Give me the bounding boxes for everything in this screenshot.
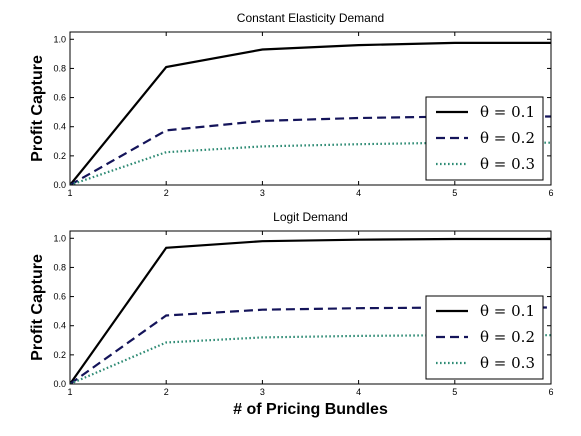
plot-frame	[69, 31, 552, 186]
x-tick-label: 4	[356, 188, 361, 198]
x-tick-label: 3	[260, 387, 265, 397]
series-line-2	[70, 115, 551, 185]
series-line-3	[70, 141, 551, 185]
x-tick-label: 5	[452, 387, 457, 397]
y-tick-label: 1.0	[53, 34, 66, 44]
x-axis-label: # of Pricing Bundles	[233, 401, 388, 418]
x-tick-label: 1	[67, 387, 72, 397]
legend-label-3: θ = 0.3	[480, 155, 535, 173]
series-line-1	[70, 237, 551, 384]
x-tick-label: 1	[67, 188, 72, 198]
legend-label-1: θ = 0.1	[480, 103, 535, 121]
legend-label-1: θ = 0.1	[480, 302, 535, 320]
x-tick-label: 2	[164, 387, 169, 397]
chart-panel-1: Constant Elasticity Demand Profit Capture…	[29, 11, 554, 198]
y-tick-label: 0.8	[53, 63, 66, 73]
legend-box	[425, 295, 544, 380]
y-tick-label: 0.6	[53, 292, 66, 302]
chart-panel-2: Logit Demand Profit Capture # of Pricing B…	[29, 210, 554, 418]
y-axis-label: Profit Capture	[29, 254, 46, 361]
legend-box	[425, 96, 544, 181]
chart-title: Constant Elasticity Demand	[237, 11, 384, 25]
legend-label-3: θ = 0.3	[480, 354, 535, 372]
x-tick-label: 4	[356, 387, 361, 397]
x-tick-label: 3	[260, 188, 265, 198]
legend-label-2: θ = 0.2	[480, 129, 535, 147]
y-tick-label: 0.8	[53, 262, 66, 272]
chart-title: Logit Demand	[273, 210, 348, 224]
y-tick-label: 0.6	[53, 93, 66, 103]
x-tick-label: 5	[452, 188, 457, 198]
y-tick-label: 0.4	[53, 122, 66, 132]
y-tick-label: 0.0	[53, 180, 66, 190]
y-axis-label: Profit Capture	[29, 55, 46, 162]
x-tick-label: 2	[164, 188, 169, 198]
legend: θ = 0.1 θ = 0.2 θ = 0.3	[425, 295, 544, 380]
plot-frame	[69, 230, 552, 385]
x-tick-label: 6	[548, 387, 553, 397]
series-line-1	[70, 41, 551, 185]
x-tick-label: 6	[548, 188, 553, 198]
y-tick-label: 0.0	[53, 379, 66, 389]
y-tick-label: 0.2	[53, 151, 66, 161]
y-tick-label: 0.2	[53, 350, 66, 360]
y-tick-label: 1.0	[53, 233, 66, 243]
legend-label-2: θ = 0.2	[480, 328, 535, 346]
legend: θ = 0.1 θ = 0.2 θ = 0.3	[425, 96, 544, 181]
y-tick-label: 0.4	[53, 321, 66, 331]
